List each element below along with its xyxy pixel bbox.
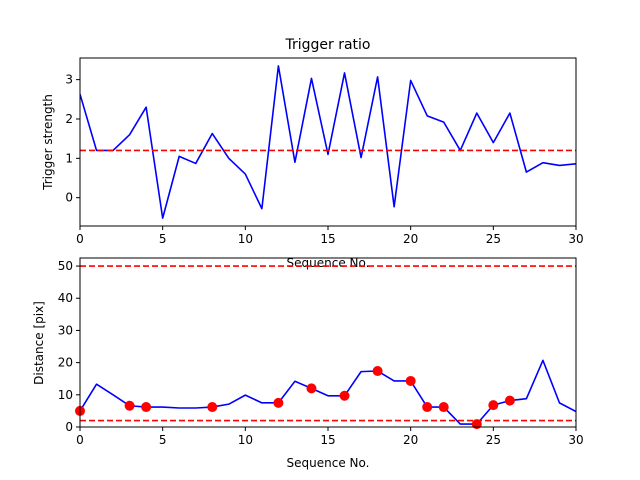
data-point xyxy=(405,375,416,386)
y-tick-label: 1 xyxy=(65,151,73,165)
y-tick-label: 40 xyxy=(58,291,73,305)
trigger-ratio-chart: Trigger ratio Sequence No. Trigger stren… xyxy=(41,37,584,270)
x-tick-label: 20 xyxy=(403,433,418,447)
x-tick-label: 5 xyxy=(159,232,167,246)
y-tick-label: 2 xyxy=(65,112,73,126)
data-point xyxy=(504,395,515,406)
x-tick-label: 30 xyxy=(568,433,583,447)
series-line-0 xyxy=(80,65,576,219)
x-tick-label: 25 xyxy=(486,433,501,447)
data-point xyxy=(141,402,152,413)
x-tick-label: 30 xyxy=(568,232,583,246)
data-point xyxy=(438,402,449,413)
data-point xyxy=(273,397,284,408)
chart-title: Trigger ratio xyxy=(284,37,370,53)
data-point xyxy=(372,365,383,376)
x-tick-label: 5 xyxy=(159,433,167,447)
y-tick-label: 10 xyxy=(58,388,73,402)
data-point xyxy=(306,383,317,394)
x-tick-label: 10 xyxy=(238,232,253,246)
x-tick-label: 25 xyxy=(486,232,501,246)
distance-chart: Sequence No. Distance [pix] 0 5 10 15 20 25 30… xyxy=(32,257,584,470)
y-tick-label: 3 xyxy=(65,73,73,87)
y-tick-label: 0 xyxy=(65,191,73,205)
y-tick-label: 50 xyxy=(58,259,73,273)
data-point xyxy=(207,402,218,413)
plot-area xyxy=(80,65,576,219)
y-tick-label: 20 xyxy=(58,356,73,370)
data-point xyxy=(339,390,350,401)
x-tick-label: 20 xyxy=(403,232,418,246)
data-point xyxy=(422,402,433,413)
y-tick-label: 0 xyxy=(65,420,73,434)
data-point xyxy=(124,400,135,411)
x-tick-label: 0 xyxy=(76,433,84,447)
x-axis-label: Sequence No. xyxy=(287,456,370,470)
data-point xyxy=(471,419,482,430)
data-point xyxy=(488,400,499,411)
x-tick-label: 15 xyxy=(320,433,335,447)
x-tick-label: 10 xyxy=(238,433,253,447)
x-tick-label: 15 xyxy=(320,232,335,246)
y-axis-label: Trigger strength xyxy=(41,94,55,191)
y-axis-label: Distance [pix] xyxy=(32,301,46,385)
y-tick-label: 30 xyxy=(58,323,73,337)
x-tick-label: 0 xyxy=(76,232,84,246)
